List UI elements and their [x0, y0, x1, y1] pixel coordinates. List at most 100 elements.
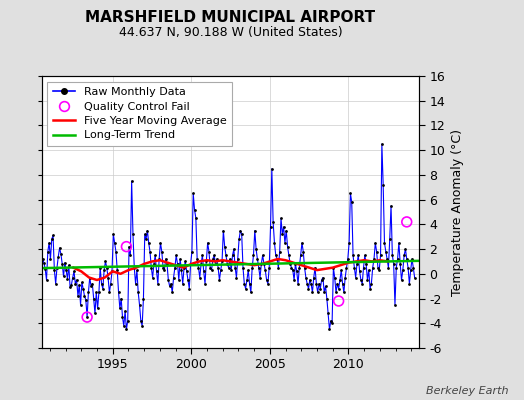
Point: [80, 293, 89, 299]
Point: [334, 286, 343, 292]
Point: [114, 289, 123, 296]
Point: [264, 280, 272, 287]
Point: [213, 256, 221, 262]
Point: [286, 261, 294, 267]
Point: [308, 289, 316, 296]
Point: [258, 252, 267, 258]
Point: [160, 267, 169, 273]
Point: [394, 256, 402, 262]
Point: [257, 261, 266, 267]
Point: [201, 280, 209, 287]
Point: [163, 261, 171, 267]
Point: [117, 295, 125, 302]
Point: [375, 267, 384, 273]
Point: [171, 264, 179, 271]
Point: [109, 231, 117, 238]
Point: [96, 264, 104, 271]
Point: [182, 268, 191, 274]
Point: [116, 305, 124, 312]
Point: [92, 289, 101, 296]
Point: [140, 231, 149, 238]
Point: [269, 219, 277, 225]
Point: [376, 252, 385, 258]
Text: MARSHFIELD MUNICIPAL AIRPORT: MARSHFIELD MUNICIPAL AIRPORT: [85, 10, 376, 25]
Point: [132, 280, 140, 287]
Point: [32, 268, 40, 274]
Point: [407, 267, 415, 273]
Point: [363, 277, 372, 283]
Point: [50, 267, 59, 273]
Point: [215, 277, 224, 283]
Point: [242, 286, 250, 292]
Point: [59, 273, 68, 280]
Point: [58, 261, 67, 267]
Point: [243, 277, 251, 283]
Point: [179, 280, 187, 287]
Point: [324, 310, 332, 316]
Point: [311, 264, 319, 271]
Point: [122, 326, 130, 333]
Point: [185, 286, 193, 292]
Point: [325, 326, 334, 333]
Point: [158, 248, 166, 255]
Point: [111, 240, 119, 246]
Point: [253, 256, 261, 262]
Point: [53, 264, 61, 271]
Point: [399, 267, 407, 273]
Point: [310, 274, 318, 281]
Point: [410, 274, 419, 281]
Point: [113, 267, 122, 273]
Point: [85, 274, 94, 281]
Point: [239, 264, 247, 271]
Point: [358, 280, 366, 287]
Point: [337, 267, 345, 273]
Point: [354, 252, 363, 258]
Point: [361, 252, 369, 258]
Point: [266, 224, 275, 230]
Point: [95, 289, 103, 296]
Point: [227, 267, 235, 273]
Point: [83, 314, 91, 320]
Point: [381, 248, 390, 255]
Point: [255, 264, 263, 271]
Point: [368, 264, 377, 271]
Point: [379, 182, 387, 188]
Point: [148, 274, 157, 281]
Point: [35, 264, 43, 271]
Point: [341, 274, 350, 281]
Point: [260, 261, 268, 267]
Point: [51, 280, 60, 287]
Point: [41, 266, 49, 272]
Point: [295, 264, 303, 271]
Point: [97, 280, 106, 287]
Point: [244, 267, 253, 273]
Point: [83, 314, 91, 320]
Point: [100, 267, 108, 273]
Point: [208, 267, 216, 273]
Point: [167, 280, 175, 287]
Point: [366, 286, 374, 292]
Point: [249, 252, 258, 258]
Point: [205, 248, 213, 255]
Point: [30, 261, 39, 267]
Point: [387, 203, 395, 209]
Point: [184, 277, 192, 283]
Point: [79, 286, 88, 292]
Point: [112, 248, 120, 255]
Point: [334, 298, 343, 304]
Point: [72, 277, 81, 283]
Point: [209, 256, 217, 262]
Point: [180, 264, 188, 271]
Point: [389, 261, 398, 267]
Point: [159, 264, 167, 271]
Point: [42, 277, 51, 283]
Point: [145, 240, 153, 246]
Point: [289, 267, 297, 273]
Point: [316, 286, 324, 292]
Point: [45, 240, 53, 246]
Point: [219, 227, 227, 234]
Point: [304, 286, 313, 292]
Point: [202, 258, 211, 265]
Point: [118, 314, 127, 320]
Point: [342, 264, 351, 271]
